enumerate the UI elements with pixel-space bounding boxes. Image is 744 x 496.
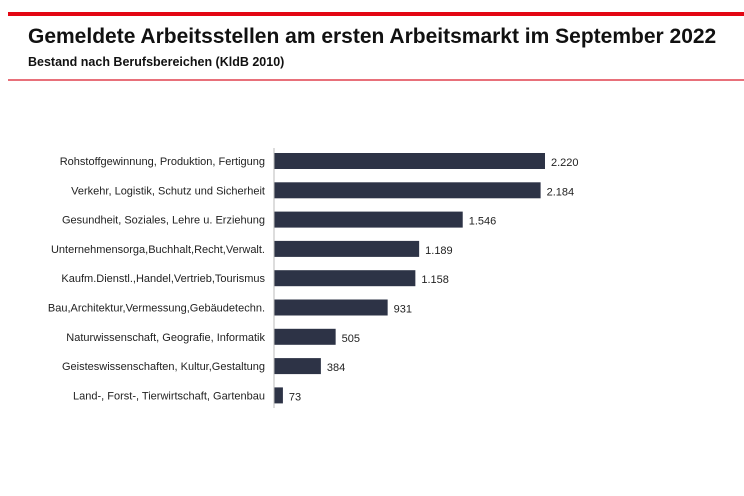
top-accent-line [8, 12, 744, 16]
category-label: Gesundheit, Soziales, Lehre u. Erziehung [62, 215, 265, 227]
value-label: 384 [327, 362, 345, 374]
category-label: Rohstoffgewinnung, Produktion, Fertigung [60, 156, 265, 168]
value-label: 1.158 [421, 274, 449, 286]
value-label: 1.189 [425, 245, 453, 257]
category-label: Bau,Architektur,Vermessung,Gebäudetechn. [48, 303, 265, 315]
category-label: Geisteswissenschaften, Kultur,Gestaltung [62, 361, 265, 373]
category-label: Land-, Forst-, Tierwirtschaft, Gartenbau [73, 390, 265, 402]
category-label: Verkehr, Logistik, Schutz und Sicherheit [71, 185, 265, 197]
value-label: 73 [289, 391, 301, 403]
category-label: Kaufm.Dienstl.,Handel,Vertrieb,Tourismus [61, 273, 265, 285]
category-label: Unternehmensorga,Buchhalt,Recht,Verwalt. [51, 244, 265, 256]
value-label: 2.184 [547, 186, 575, 198]
bar [274, 299, 388, 316]
chart-subtitle: Bestand nach Berufsbereichen (KldB 2010) [28, 55, 285, 69]
bar [274, 211, 463, 228]
bar [274, 387, 283, 404]
bar [274, 270, 416, 287]
bar [274, 153, 545, 169]
value-label: 2.220 [551, 157, 579, 169]
category-label: Naturwissenschaft, Geografie, Informatik [66, 332, 265, 344]
bar [274, 182, 541, 199]
bar [274, 328, 336, 345]
bar [274, 240, 420, 257]
value-label: 505 [342, 333, 360, 345]
bar [274, 358, 321, 375]
value-label: 1.546 [469, 216, 497, 228]
value-label: 931 [394, 304, 412, 316]
header-divider [8, 79, 744, 81]
chart-title: Gemeldete Arbeitsstellen am ersten Arbei… [28, 25, 717, 48]
